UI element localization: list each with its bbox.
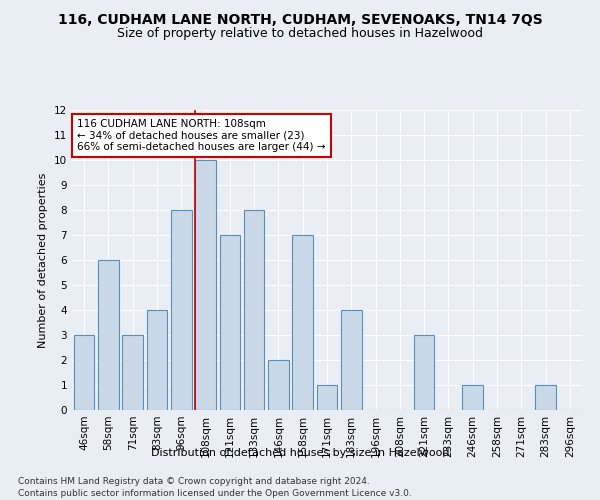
Y-axis label: Number of detached properties: Number of detached properties [38, 172, 49, 348]
Bar [341, 310, 362, 410]
Bar [220, 235, 240, 410]
Text: Contains public sector information licensed under the Open Government Licence v3: Contains public sector information licen… [18, 489, 412, 498]
Bar [292, 235, 313, 410]
Text: Distribution of detached houses by size in Hazelwood: Distribution of detached houses by size … [151, 448, 449, 458]
Bar [146, 310, 167, 410]
Bar [535, 385, 556, 410]
Text: 116, CUDHAM LANE NORTH, CUDHAM, SEVENOAKS, TN14 7QS: 116, CUDHAM LANE NORTH, CUDHAM, SEVENOAK… [58, 12, 542, 26]
Bar [195, 160, 216, 410]
Bar [414, 335, 434, 410]
Text: 116 CUDHAM LANE NORTH: 108sqm
← 34% of detached houses are smaller (23)
66% of s: 116 CUDHAM LANE NORTH: 108sqm ← 34% of d… [77, 119, 326, 152]
Bar [122, 335, 143, 410]
Bar [74, 335, 94, 410]
Bar [98, 260, 119, 410]
Text: Contains HM Land Registry data © Crown copyright and database right 2024.: Contains HM Land Registry data © Crown c… [18, 478, 370, 486]
Text: Size of property relative to detached houses in Hazelwood: Size of property relative to detached ho… [117, 28, 483, 40]
Bar [171, 210, 191, 410]
Bar [268, 360, 289, 410]
Bar [317, 385, 337, 410]
Bar [463, 385, 483, 410]
Bar [244, 210, 265, 410]
